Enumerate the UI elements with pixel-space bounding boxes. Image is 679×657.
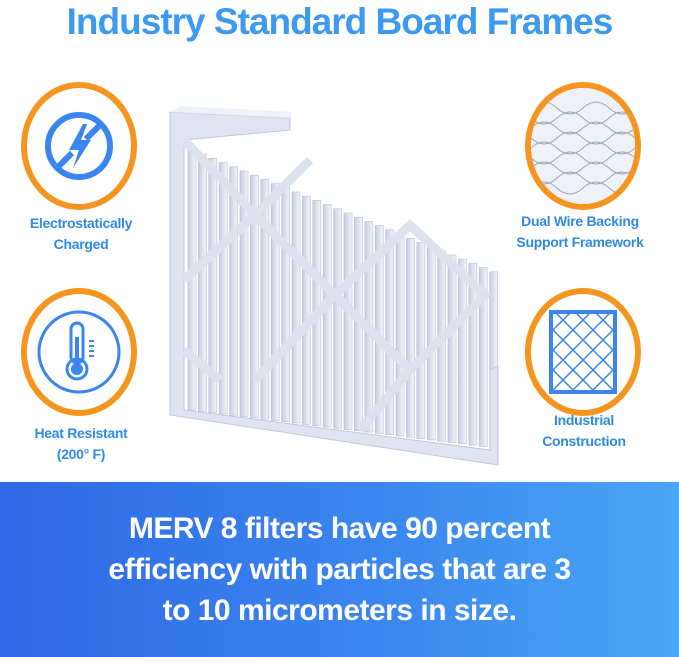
air-filter-illustration bbox=[169, 106, 499, 466]
filter-pleat bbox=[208, 158, 218, 413]
feature-label-electrostatic: Electrostatically Charged bbox=[0, 213, 166, 255]
filter-pleat bbox=[385, 229, 394, 435]
thermometer-icon bbox=[37, 310, 121, 394]
electrostatic-badge bbox=[21, 82, 137, 210]
filter-pleat bbox=[406, 237, 415, 438]
filter-pleat bbox=[281, 187, 290, 422]
filter-pleat bbox=[260, 179, 270, 420]
filter-pleat bbox=[468, 263, 478, 446]
industrial-badge bbox=[525, 288, 641, 416]
filter-pleat bbox=[395, 233, 405, 437]
filter-pleat bbox=[270, 183, 280, 421]
banner-line: MERV 8 filters have 90 percent bbox=[128, 512, 551, 545]
page-title: Industry Standard Board Frames bbox=[66, 1, 614, 42]
banner-line: efficiency with particles that are 3 bbox=[108, 553, 571, 586]
filter-pleat bbox=[416, 242, 426, 439]
feature-label-heat: Heat Resistant (200° F) bbox=[0, 423, 166, 465]
label-line: Electrostatically bbox=[29, 215, 133, 231]
label-line: Dual Wire Backing bbox=[521, 213, 639, 229]
wire-mesh-icon bbox=[531, 88, 635, 204]
filter-pleat bbox=[291, 191, 301, 424]
feature-label-wire: Dual Wire Backing Support Framework bbox=[495, 211, 665, 253]
filter-pleat bbox=[458, 258, 467, 445]
label-line: Heat Resistant bbox=[34, 425, 128, 441]
filter-pleat bbox=[478, 267, 488, 447]
grid-frame-icon bbox=[549, 310, 617, 394]
filter-pleat bbox=[229, 166, 238, 416]
no-static-icon bbox=[45, 112, 113, 180]
filter-pleat bbox=[218, 162, 228, 415]
wire-backing-badge bbox=[525, 82, 641, 210]
label-line: Construction bbox=[542, 433, 626, 449]
filter-pleat bbox=[343, 212, 353, 430]
feature-label-industrial: Industrial Construction bbox=[499, 410, 669, 452]
filter-pleat bbox=[302, 195, 311, 425]
filter-pleat bbox=[322, 204, 332, 428]
filter-pleat bbox=[333, 208, 342, 429]
filter-pleat bbox=[447, 254, 457, 443]
banner-line: to 10 micrometers in size. bbox=[162, 594, 517, 627]
heat-resistant-badge bbox=[21, 288, 137, 416]
label-line: (200° F) bbox=[56, 446, 106, 462]
label-line: Industrial bbox=[553, 412, 614, 428]
merv-info-banner: MERV 8 filters have 90 percent efficienc… bbox=[0, 482, 679, 657]
filter-pleat bbox=[250, 174, 259, 419]
label-line: Charged bbox=[53, 236, 109, 252]
filter-pleat bbox=[239, 170, 249, 417]
label-line: Support Framework bbox=[516, 234, 644, 250]
